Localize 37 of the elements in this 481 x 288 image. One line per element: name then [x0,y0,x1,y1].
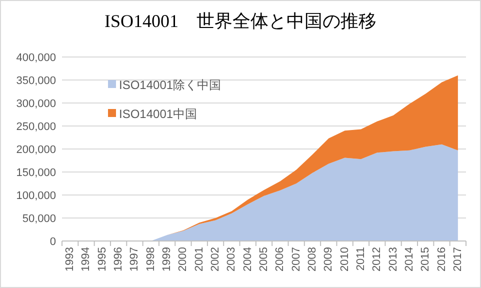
x-tick-label: 2009 [322,247,335,272]
x-tick-label: 2005 [258,247,270,272]
x-tick-label: 2011 [354,247,367,271]
y-tick-label: 250,000 [16,121,56,133]
y-tick-label: 350,000 [16,75,56,87]
chart-title: ISO14001 世界全体と中国の推移 [104,11,377,31]
x-tick-label: 1995 [96,247,108,272]
x-tick-label: 1999 [161,247,174,272]
y-tick-label: 0 [50,236,56,248]
x-tick-label: 1994 [80,247,92,272]
legend-label: ISO14001中国 [119,107,198,121]
x-tick-label: 2017 [452,247,464,272]
y-tick-label: 400,000 [16,52,56,64]
x-tick-label: 2012 [371,247,384,272]
x-tick-label: 2001 [193,247,206,272]
x-tick-label: 2015 [420,247,432,272]
y-tick-label: 150,000 [16,167,56,179]
x-tick-label: 2008 [306,247,318,272]
x-tick-label: 1998 [144,247,157,272]
x-tick-label: 1993 [64,247,76,272]
x-tick-label: 2014 [403,247,416,272]
x-tick-label: 2010 [338,247,351,272]
y-tick-label: 200,000 [16,144,56,156]
x-tick-label: 1996 [112,247,125,272]
x-tick-label: 2006 [274,247,286,272]
x-tick-label: 2013 [387,247,400,272]
legend-label: ISO14001除く中国 [119,78,222,92]
x-tick-label: 2007 [290,247,302,272]
y-tick-label: 300,000 [16,98,56,110]
x-tick-label: 2003 [226,247,238,272]
x-tick-label: 2016 [436,247,448,272]
y-tick-label: 50,000 [22,213,56,225]
x-tick-label: 2000 [177,247,190,272]
y-tick-label: 100,000 [16,190,56,202]
x-tick-label: 2002 [210,247,222,272]
x-tick-label: 2004 [242,247,254,272]
x-tick-label: 1997 [128,247,141,272]
